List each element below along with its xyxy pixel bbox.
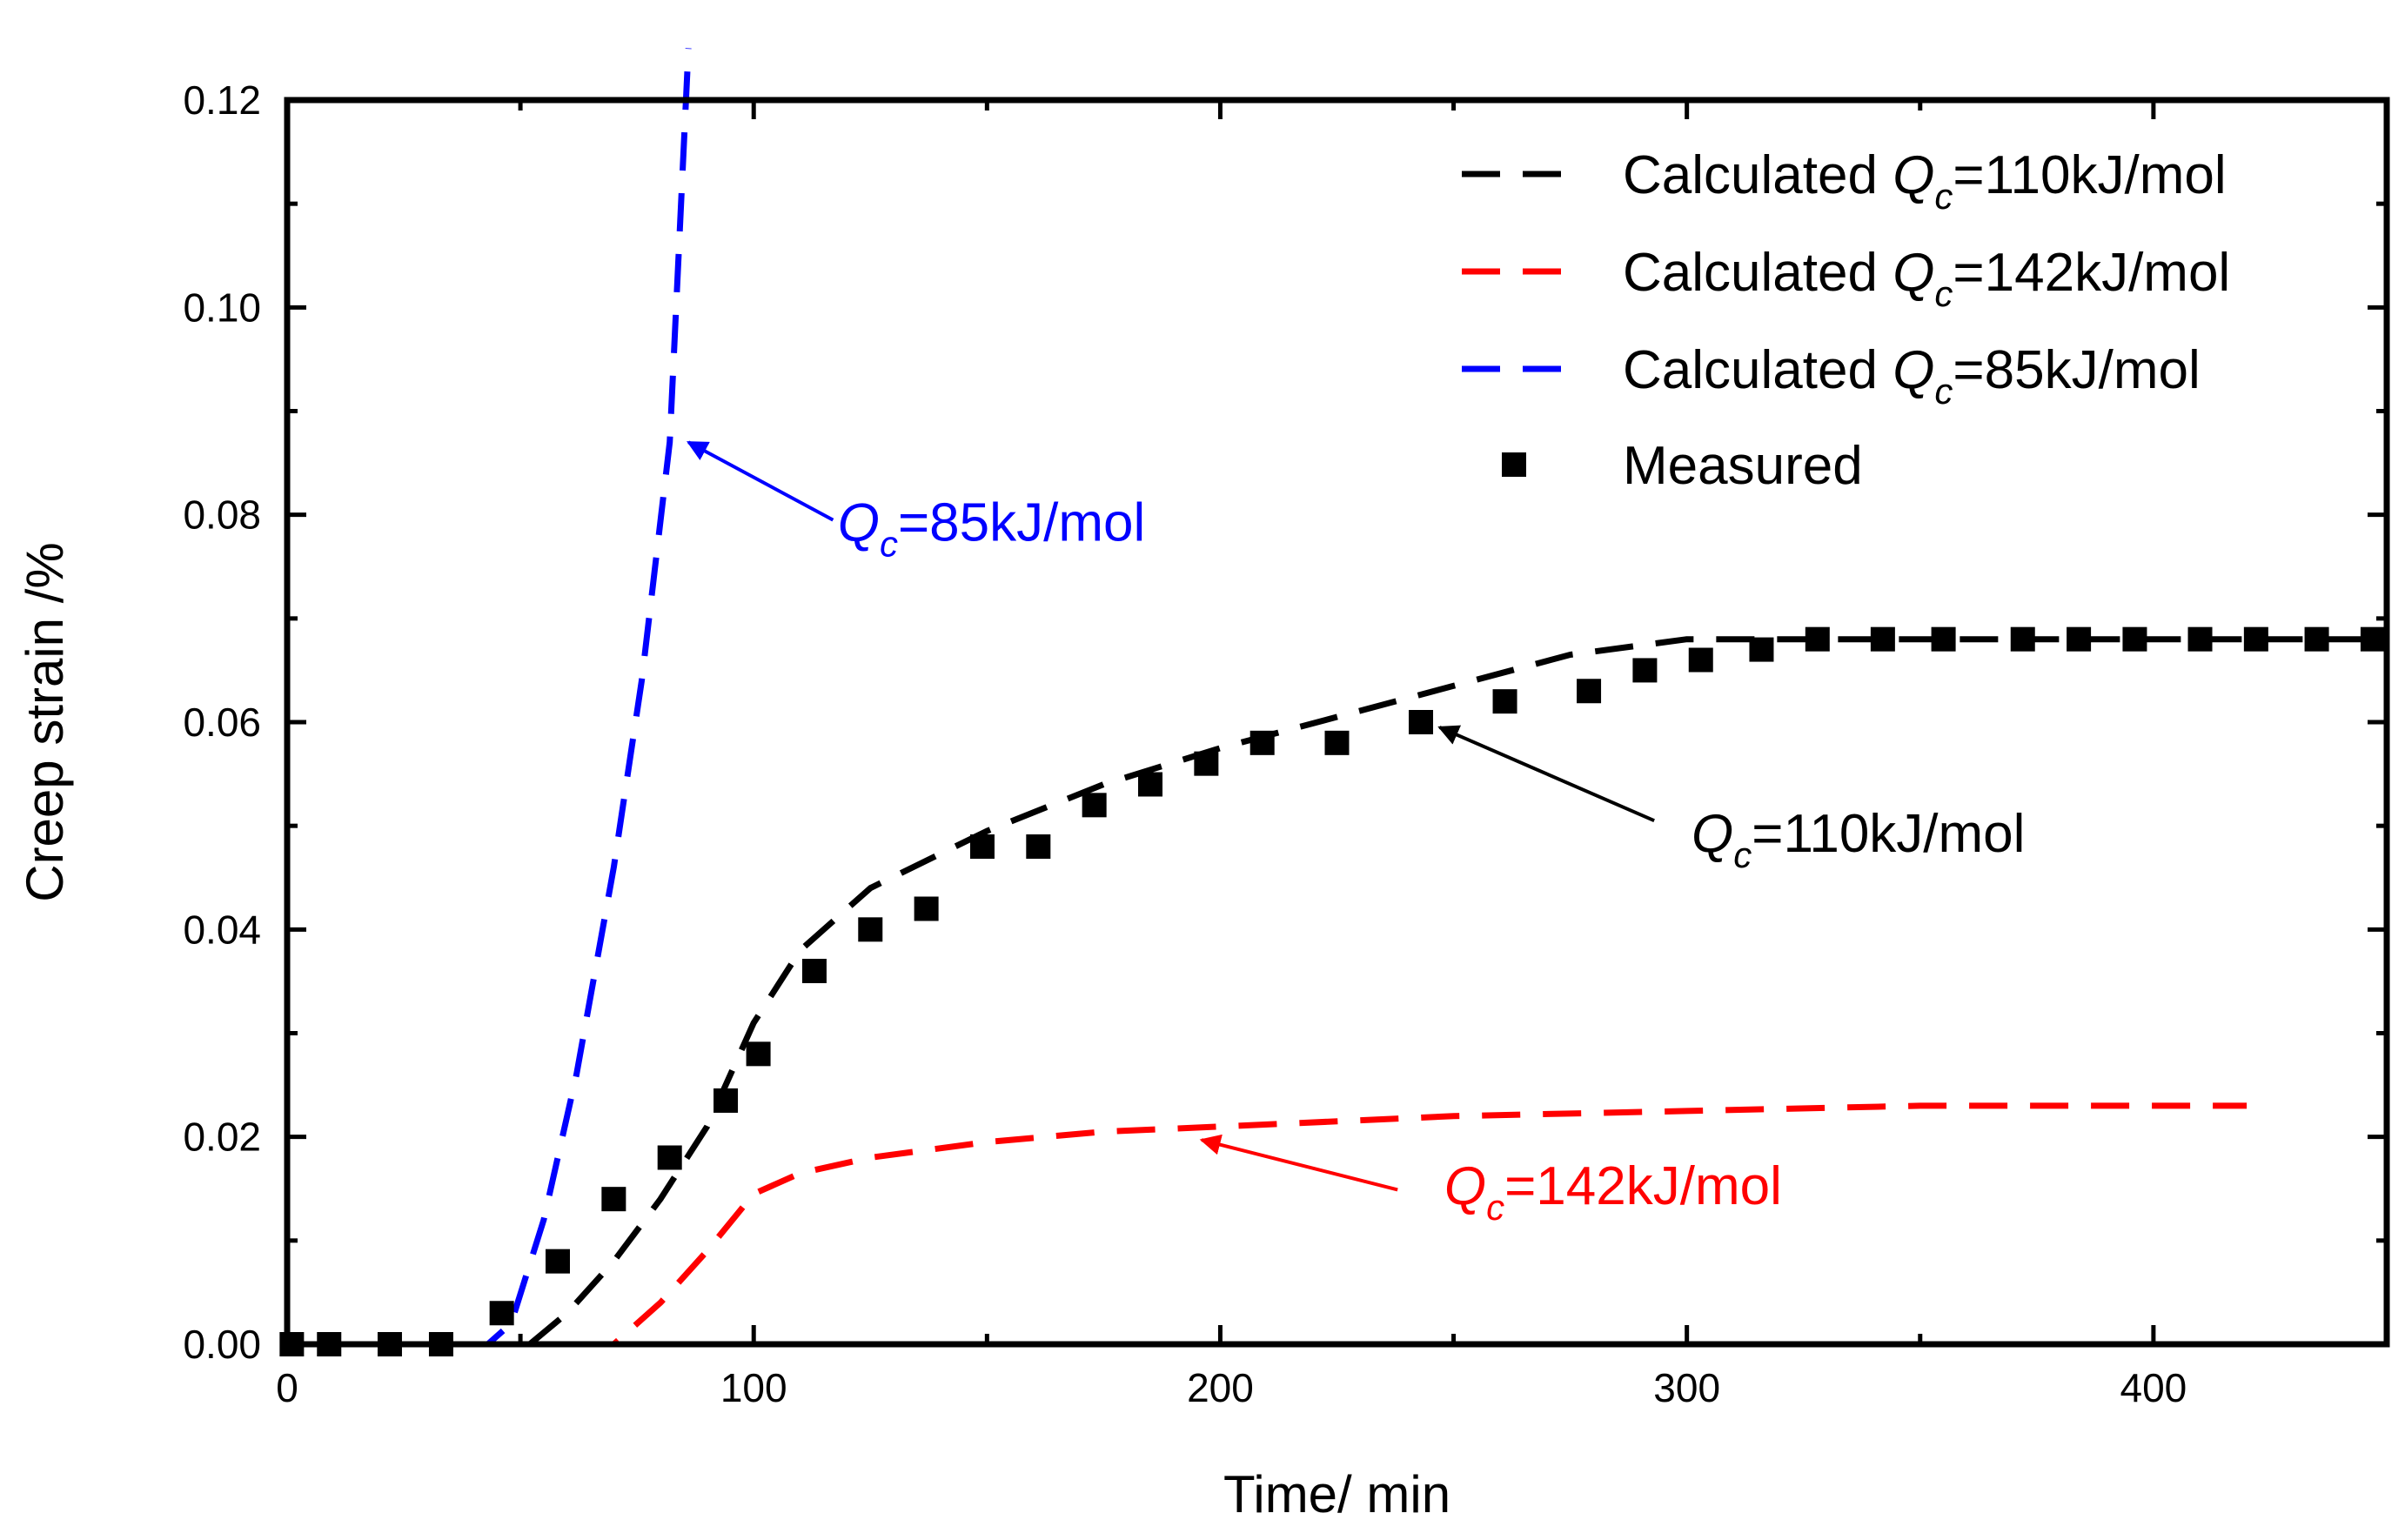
y-tick-label: 0.02 <box>183 1115 261 1160</box>
annotation-text: =85kJ/mol <box>898 492 1145 552</box>
data-point <box>1249 730 1275 755</box>
data-point <box>2243 626 2268 652</box>
legend-label-1: Calculated Qc=142kJ/mol <box>1623 243 2230 314</box>
data-point <box>2010 626 2035 652</box>
data-point <box>1324 730 1350 755</box>
data-point <box>2187 626 2213 652</box>
legend-q: Q <box>1893 145 1934 205</box>
data-point <box>1492 689 1517 714</box>
x-tick-label: 400 <box>2120 1365 2187 1410</box>
annotation-sub: c <box>880 523 898 564</box>
data-point <box>546 1249 571 1274</box>
data-point <box>1632 658 1658 683</box>
annotation-q: Q <box>1444 1156 1486 1216</box>
annotation-text: =142kJ/mol <box>1504 1156 1782 1216</box>
annotation-label-2: Qc=142kJ/mol <box>1444 1156 1782 1228</box>
data-point <box>1688 647 1713 673</box>
data-point <box>801 959 827 983</box>
x-tick-label: 300 <box>1653 1365 1720 1410</box>
data-point <box>746 1041 771 1067</box>
y-axis-title: Creep strain /% <box>16 542 74 902</box>
legend-sub: c <box>1934 176 1953 217</box>
legend-sub: c <box>1934 273 1953 314</box>
x-axis-title: Time/ min <box>1223 1465 1450 1523</box>
legend-sub: c <box>1934 371 1953 412</box>
legend-suffix: =110kJ/mol <box>1953 145 2226 205</box>
y-tick-label: 0.04 <box>183 907 261 952</box>
data-point <box>657 1145 682 1170</box>
data-point <box>1138 772 1163 797</box>
y-tick-label: 0.06 <box>183 700 261 745</box>
annotation-text: =110kJ/mol <box>1752 804 2025 864</box>
data-point <box>1409 710 1434 734</box>
series-line-2 <box>287 48 692 1344</box>
plot-area <box>287 48 2387 1344</box>
series-line-0 <box>287 636 2387 1344</box>
data-point <box>1870 626 1895 652</box>
y-tick-label: 0.12 <box>183 77 261 123</box>
data-point <box>914 896 939 921</box>
y-tick-label: 0.10 <box>183 285 261 330</box>
x-tick-label: 200 <box>1187 1365 1254 1410</box>
data-point <box>2067 626 2092 652</box>
legend-q: Q <box>1893 243 1934 303</box>
annotation-arrow-1 <box>1437 725 1655 823</box>
data-point <box>713 1088 739 1113</box>
legend-label-3: Measured <box>1623 436 1863 496</box>
data-point <box>858 917 883 942</box>
legend-suffix: =85kJ/mol <box>1953 340 2200 400</box>
data-point <box>1749 637 1774 662</box>
x-tick-label: 100 <box>720 1365 787 1410</box>
data-point <box>1082 793 1107 818</box>
data-point <box>969 834 995 859</box>
y-tick-label: 0.08 <box>183 492 261 538</box>
legend-prefix: Calculated <box>1623 145 1893 205</box>
annotation-sub: c <box>1486 1187 1504 1228</box>
annotation-q: Q <box>838 492 880 552</box>
annotation-label-1: Qc=110kJ/mol <box>1692 804 2025 875</box>
data-point <box>1805 626 1830 652</box>
data-point <box>2122 626 2147 652</box>
annotation-label-0: Qc=85kJ/mol <box>838 492 1146 564</box>
legend-label-2: Calculated Qc=85kJ/mol <box>1623 340 2201 412</box>
legend-suffix: =142kJ/mol <box>1953 243 2230 303</box>
legend-q: Q <box>1893 340 1934 400</box>
data-point <box>1931 626 1956 652</box>
data-point <box>2304 626 2329 652</box>
data-point <box>2360 626 2385 652</box>
data-point <box>1577 679 1602 704</box>
data-point <box>1026 834 1051 859</box>
annotation-q: Q <box>1692 804 1733 864</box>
x-tick-label: 0 <box>276 1365 298 1410</box>
annotation-arrow-2 <box>1199 1134 1398 1192</box>
y-tick-label: 0.00 <box>183 1322 261 1367</box>
annotation-arrow-0 <box>687 440 834 522</box>
legend-prefix: Calculated <box>1623 243 1893 303</box>
legend-swatch-3 <box>1502 452 1526 477</box>
data-point <box>489 1301 514 1326</box>
data-point <box>1194 751 1219 776</box>
data-point <box>601 1187 626 1212</box>
legend-label-0: Calculated Qc=110kJ/mol <box>1623 145 2227 217</box>
plot-frame <box>284 97 2390 1348</box>
legend-prefix: Calculated <box>1623 340 1893 400</box>
annotation-sub: c <box>1733 834 1752 875</box>
